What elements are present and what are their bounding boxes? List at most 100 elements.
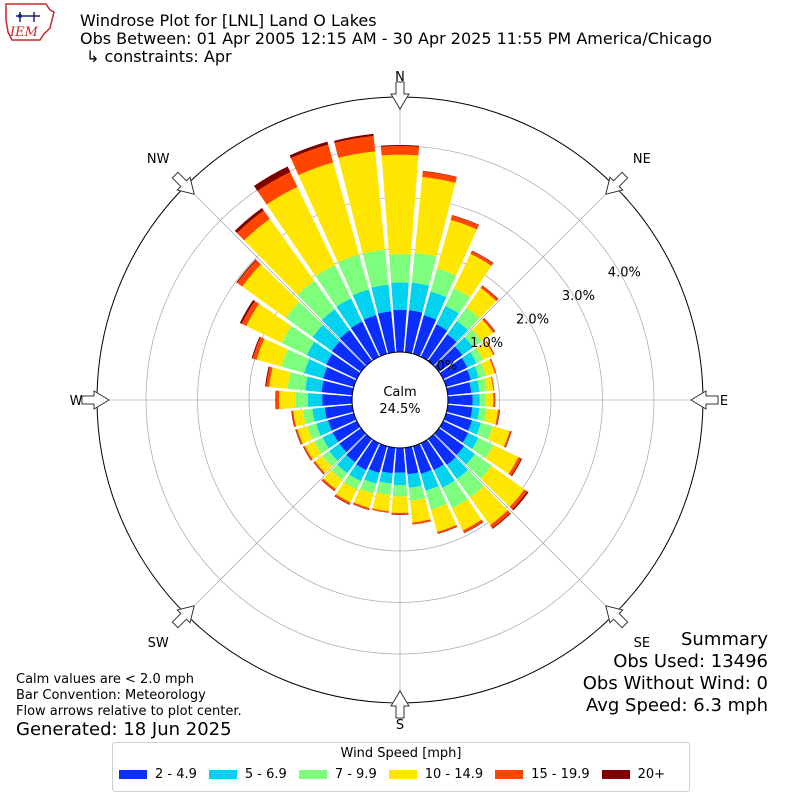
bar-60deg-5 - 6.9 (461, 352, 477, 368)
bar-100deg-15 - 19.9 (495, 409, 500, 425)
bar-260deg-2 - 4.9 (324, 404, 354, 419)
bar-180deg-2 - 4.9 (394, 447, 406, 473)
bar-260deg-5 - 6.9 (312, 407, 327, 422)
bar-120deg-15 - 19.9 (508, 456, 522, 476)
chart-subtitle: Obs Between: 01 Apr 2005 12:15 AM - 30 A… (80, 29, 713, 48)
bar-40deg-20+ (482, 285, 499, 300)
flow-arrow-NW (171, 171, 195, 195)
bar-110deg-20+ (505, 431, 512, 448)
bar-340deg-7 - 9.9 (337, 254, 369, 296)
radial-tick-labels: 0.0%1.0%2.0%3.0%4.0% (424, 266, 641, 375)
bar-190deg-2 - 4.9 (381, 446, 396, 474)
bar-340deg-15 - 19.9 (290, 144, 334, 176)
bar-130deg-2 - 4.9 (434, 428, 465, 456)
legend-label: 15 - 19.9 (531, 767, 590, 782)
bar-90deg-2 - 4.9 (447, 394, 473, 406)
bar-250deg-7 - 9.9 (307, 423, 321, 440)
bar-140deg-15 - 19.9 (489, 510, 511, 529)
bar-330deg-10 - 14.9 (266, 186, 335, 277)
bar-330deg-15 - 19.9 (257, 172, 298, 205)
bar-150deg-2 - 4.9 (420, 439, 444, 471)
bar-330deg-2 - 4.9 (350, 321, 380, 361)
bar-40deg-10 - 14.9 (466, 287, 497, 319)
bar-200deg-10 - 14.9 (353, 488, 374, 509)
bar-0deg-7 - 9.9 (389, 254, 411, 283)
bar-220deg-7 - 9.9 (331, 464, 348, 480)
flow-arrow-N (390, 81, 410, 110)
bar-170deg-7 - 9.9 (408, 485, 426, 502)
bar-10deg-10 - 14.9 (414, 176, 456, 257)
bar-340deg-10 - 14.9 (298, 162, 360, 263)
bar-110deg-15 - 19.9 (503, 430, 512, 448)
logo-text: IEM (9, 25, 39, 40)
legend-swatch (601, 770, 630, 779)
bar-100deg-2 - 4.9 (446, 404, 473, 418)
bar-310deg-20+ (236, 259, 257, 284)
bar-250deg-20+ (295, 429, 302, 445)
direction-label-S: S (396, 718, 404, 733)
radial-tick-4: 4.0% (608, 266, 641, 281)
bar-50deg-20+ (483, 317, 496, 332)
bar-150deg-20+ (463, 521, 484, 534)
grid-spoke-3 (399, 399, 615, 615)
bar-270deg-7 - 9.9 (295, 392, 308, 408)
bar-140deg-20+ (492, 512, 511, 529)
bar-350deg-5 - 6.9 (371, 284, 392, 314)
legend-swatch (119, 770, 147, 779)
bar-180deg-5 - 6.9 (393, 472, 407, 486)
bar-140deg-10 - 14.9 (470, 485, 508, 526)
bar-260deg-10 - 14.9 (293, 409, 306, 427)
bar-210deg-10 - 14.9 (335, 482, 357, 503)
bar-10deg-2 - 4.9 (404, 310, 423, 354)
bar-350deg-15 - 19.9 (334, 135, 376, 158)
direction-label-E: E (720, 394, 728, 409)
summary-title: Summary (681, 629, 768, 650)
bar-180deg-15 - 19.9 (391, 512, 409, 515)
bar-170deg-2 - 4.9 (404, 446, 419, 475)
calm-circle (351, 351, 449, 449)
legend-label: 7 - 9.9 (334, 767, 377, 782)
bar-260deg-15 - 19.9 (291, 410, 297, 427)
bar-280deg-10 - 14.9 (269, 367, 291, 389)
bar-150deg-7 - 9.9 (442, 480, 468, 509)
bar-10deg-20+ (422, 170, 457, 178)
flow-arrow-W (81, 390, 110, 410)
legend-title: Wind Speed [mph] (340, 746, 462, 761)
bar-110deg-2 - 4.9 (443, 412, 472, 431)
bar-240deg-20+ (302, 446, 312, 461)
radial-tick-3: 3.0% (562, 289, 595, 304)
flow-arrow-NE (605, 171, 629, 195)
bar-200deg-7 - 9.9 (359, 479, 377, 494)
bar-310deg-2 - 4.9 (331, 341, 366, 372)
legend-item-1: 5 - 6.9 (208, 767, 287, 782)
bar-170deg-10 - 14.9 (410, 498, 431, 523)
bar-150deg-5 - 6.9 (433, 464, 455, 488)
bar-120deg-5 - 6.9 (462, 432, 479, 450)
bar-20deg-15 - 19.9 (450, 215, 479, 230)
bar-270deg-10 - 14.9 (278, 390, 296, 410)
bar-50deg-10 - 14.9 (471, 319, 494, 342)
bar-260deg-7 - 9.9 (303, 408, 315, 425)
iem-logo: IEM (0, 0, 60, 44)
direction-label-NE: NE (633, 152, 651, 167)
bar-200deg-20+ (352, 503, 370, 511)
bar-110deg-5 - 6.9 (468, 420, 481, 435)
bar-30deg-5 - 6.9 (436, 305, 459, 331)
bar-220deg-15 - 19.9 (321, 478, 336, 491)
bar-70deg-5 - 6.9 (467, 366, 479, 381)
bar-250deg-15 - 19.9 (295, 428, 303, 445)
bar-70deg-2 - 4.9 (443, 369, 471, 388)
bar-10deg-15 - 19.9 (422, 171, 457, 183)
bar-80deg-5 - 6.9 (469, 380, 480, 393)
bar-90deg-10 - 14.9 (485, 393, 494, 407)
note-flow-arrows: Flow arrows relative to plot center. (16, 704, 242, 719)
bar-80deg-2 - 4.9 (446, 382, 472, 396)
bar-210deg-2 - 4.9 (356, 439, 380, 471)
bar-220deg-10 - 14.9 (323, 470, 343, 490)
bar-240deg-10 - 14.9 (304, 441, 322, 460)
legend-item-4: 15 - 19.9 (495, 767, 590, 782)
bar-60deg-10 - 14.9 (476, 341, 494, 360)
legend-label: 5 - 6.9 (244, 767, 287, 782)
bar-20deg-7 - 9.9 (430, 268, 457, 298)
